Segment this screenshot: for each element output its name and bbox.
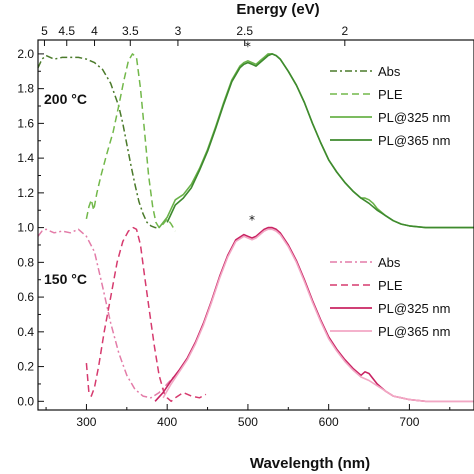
y-tick-label: 0.8 bbox=[17, 255, 34, 269]
top-tick-label: 4.5 bbox=[58, 24, 75, 38]
top-tick-label: 2.5 bbox=[236, 24, 253, 38]
series-line bbox=[37, 228, 180, 399]
x-tick-label: 600 bbox=[319, 415, 339, 429]
series-line bbox=[85, 53, 176, 232]
legend-label: PL@365 nm bbox=[378, 133, 450, 148]
peak-star: * bbox=[249, 213, 255, 227]
top-tick-label: 3.5 bbox=[122, 24, 139, 38]
legend-label: PL@365 nm bbox=[378, 324, 450, 339]
x-tick-label: 500 bbox=[238, 415, 258, 429]
top-tick-label: 3 bbox=[175, 24, 182, 38]
plot-frame bbox=[37, 39, 474, 411]
series-line bbox=[162, 228, 474, 403]
y-tick-label: 2.0 bbox=[17, 47, 34, 61]
y-tick-label: 0.6 bbox=[17, 290, 34, 304]
peak-star: * bbox=[245, 39, 251, 53]
bottom-axis-title: Wavelength (nm) bbox=[250, 455, 370, 472]
top-tick-label: 2 bbox=[341, 24, 348, 38]
top-tick-label: 4 bbox=[91, 24, 98, 38]
top-tick-label: 5 bbox=[41, 24, 48, 38]
legend-label: PL@325 nm bbox=[378, 301, 450, 316]
y-tick-label: 1.6 bbox=[17, 116, 34, 130]
y-tick-label: 0.0 bbox=[17, 394, 34, 408]
y-tick-label: 1.8 bbox=[17, 82, 34, 96]
x-tick-label: 300 bbox=[76, 415, 96, 429]
legend-label: Abs bbox=[378, 255, 401, 270]
y-tick-label: 1.0 bbox=[17, 221, 34, 235]
panel-label: 150 °C bbox=[44, 271, 87, 287]
x-tick-label: 700 bbox=[399, 415, 419, 429]
y-tick-label: 1.4 bbox=[17, 151, 34, 165]
series-line bbox=[37, 54, 160, 229]
y-tick-label: 1.2 bbox=[17, 186, 34, 200]
panel-label: 200 °C bbox=[44, 91, 87, 107]
x-tick-label: 400 bbox=[157, 415, 177, 429]
legend-label: Abs bbox=[378, 64, 401, 79]
legend-label: PLE bbox=[378, 87, 403, 102]
legend-label: PLE bbox=[378, 278, 403, 293]
y-tick-label: 0.2 bbox=[17, 360, 34, 374]
y-tick-label: 0.4 bbox=[17, 325, 34, 339]
top-axis-title: Energy (eV) bbox=[236, 1, 319, 18]
series-line bbox=[166, 53, 474, 229]
legend-label: PL@325 nm bbox=[378, 110, 450, 125]
